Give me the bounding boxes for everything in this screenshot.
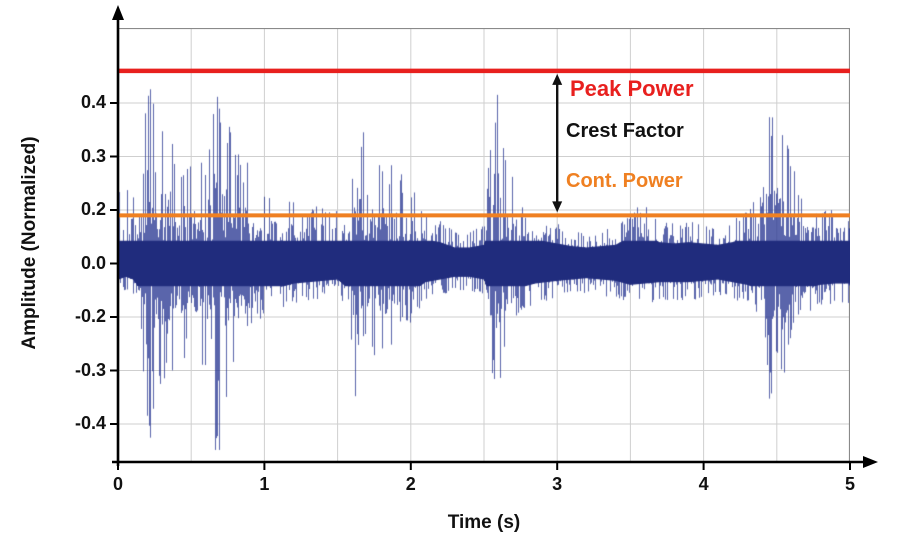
cont-power-label: Cont. Power xyxy=(566,170,683,192)
annotation-overlay xyxy=(118,68,850,218)
plot-area: Peak Power Crest Factor Cont. Power xyxy=(118,28,850,462)
y-tick-label: 0.4 xyxy=(80,92,106,112)
x-axis-title: Time (s) xyxy=(447,512,521,533)
x-tick-label: 0 xyxy=(112,474,123,494)
y-tick-label: 0.2 xyxy=(80,199,106,219)
x-tick-label: 2 xyxy=(405,474,416,494)
x-tick-label: 5 xyxy=(844,474,855,494)
x-tick-label: 4 xyxy=(698,474,709,494)
x-tick-label: 1 xyxy=(259,474,270,494)
waveform-canvas xyxy=(118,28,850,462)
y-tick-label: -0.4 xyxy=(74,413,106,433)
peak-power-label: Peak Power xyxy=(570,76,694,101)
y-tick-label: -0.3 xyxy=(74,359,106,380)
y-tick-label: 0.0 xyxy=(80,252,106,273)
y-tick-label: -0.2 xyxy=(74,306,106,326)
y-axis-title: Amplitude (Normalized) xyxy=(19,136,40,350)
y-tick-label: 0.3 xyxy=(80,145,106,166)
x-tick-label: 3 xyxy=(552,474,563,494)
crest-factor-label: Crest Factor xyxy=(566,120,684,142)
